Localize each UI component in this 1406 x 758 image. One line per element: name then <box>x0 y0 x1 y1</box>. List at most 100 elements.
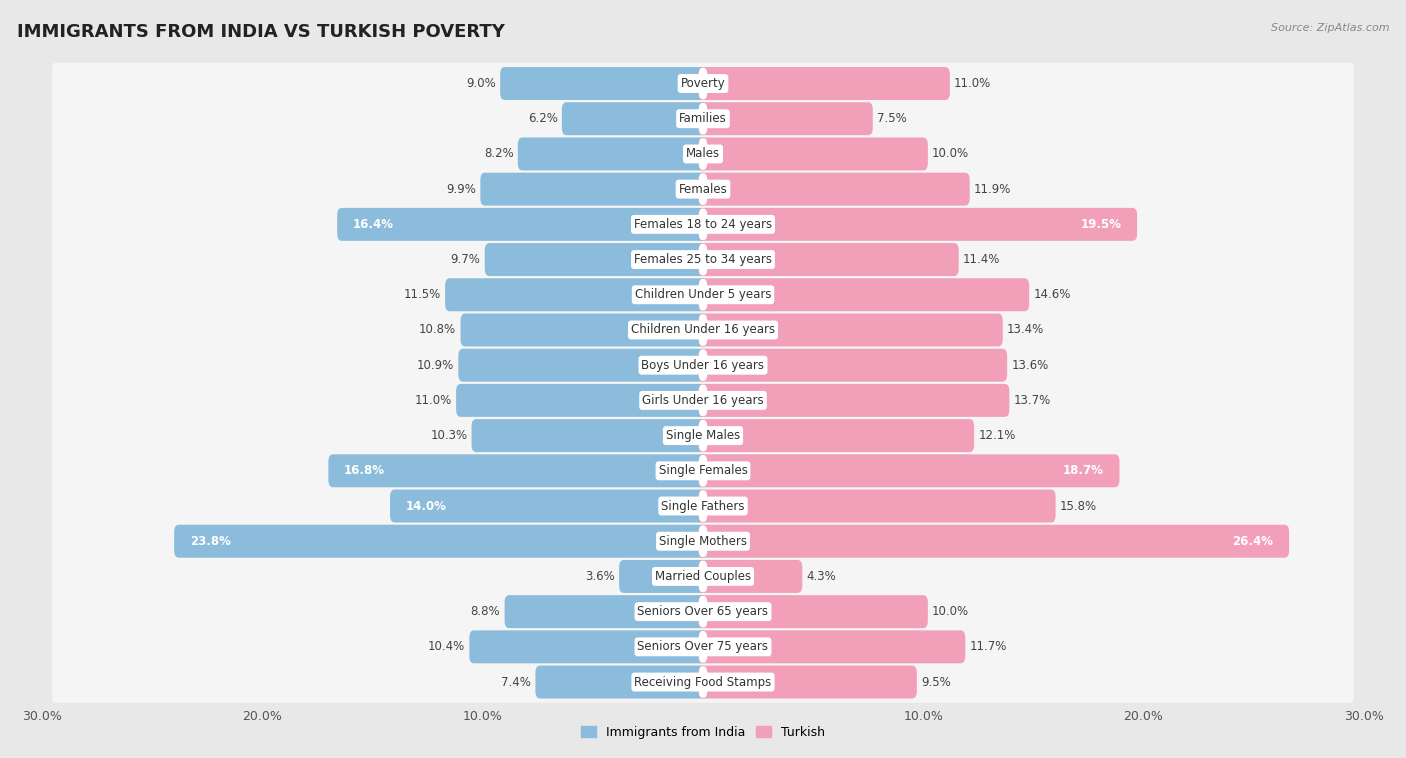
Text: Families: Families <box>679 112 727 125</box>
Text: 12.1%: 12.1% <box>979 429 1015 442</box>
Text: IMMIGRANTS FROM INDIA VS TURKISH POVERTY: IMMIGRANTS FROM INDIA VS TURKISH POVERTY <box>17 23 505 41</box>
Text: 9.7%: 9.7% <box>451 253 481 266</box>
FancyBboxPatch shape <box>699 67 950 100</box>
FancyBboxPatch shape <box>699 595 928 628</box>
FancyBboxPatch shape <box>699 384 707 416</box>
FancyBboxPatch shape <box>699 666 707 698</box>
FancyBboxPatch shape <box>699 560 803 593</box>
FancyBboxPatch shape <box>699 279 707 311</box>
Text: 4.3%: 4.3% <box>807 570 837 583</box>
FancyBboxPatch shape <box>699 137 928 171</box>
FancyBboxPatch shape <box>501 67 707 100</box>
Text: 13.7%: 13.7% <box>1014 394 1050 407</box>
FancyBboxPatch shape <box>699 314 1002 346</box>
FancyBboxPatch shape <box>699 243 959 276</box>
Text: 23.8%: 23.8% <box>190 534 231 548</box>
FancyBboxPatch shape <box>52 450 1354 492</box>
FancyBboxPatch shape <box>699 67 707 99</box>
Text: 11.0%: 11.0% <box>955 77 991 90</box>
FancyBboxPatch shape <box>470 631 707 663</box>
FancyBboxPatch shape <box>52 591 1354 632</box>
FancyBboxPatch shape <box>699 490 707 522</box>
Text: 18.7%: 18.7% <box>1063 465 1104 478</box>
FancyBboxPatch shape <box>699 525 1289 558</box>
FancyBboxPatch shape <box>52 168 1354 210</box>
Text: Males: Males <box>686 148 720 161</box>
FancyBboxPatch shape <box>699 420 707 452</box>
FancyBboxPatch shape <box>699 349 1007 382</box>
Text: 13.4%: 13.4% <box>1007 324 1045 337</box>
Text: 19.5%: 19.5% <box>1081 218 1122 231</box>
FancyBboxPatch shape <box>52 239 1354 280</box>
FancyBboxPatch shape <box>699 455 707 487</box>
FancyBboxPatch shape <box>52 485 1354 527</box>
FancyBboxPatch shape <box>337 208 707 241</box>
FancyBboxPatch shape <box>329 454 707 487</box>
FancyBboxPatch shape <box>699 525 707 557</box>
Text: 11.7%: 11.7% <box>970 641 1007 653</box>
Text: 9.0%: 9.0% <box>467 77 496 90</box>
FancyBboxPatch shape <box>52 344 1354 386</box>
Text: 15.8%: 15.8% <box>1060 500 1097 512</box>
Text: 8.8%: 8.8% <box>471 605 501 618</box>
FancyBboxPatch shape <box>699 631 707 662</box>
FancyBboxPatch shape <box>699 278 1029 312</box>
FancyBboxPatch shape <box>699 419 974 452</box>
Text: 10.3%: 10.3% <box>430 429 467 442</box>
FancyBboxPatch shape <box>52 133 1354 174</box>
FancyBboxPatch shape <box>619 560 707 593</box>
Text: 14.6%: 14.6% <box>1033 288 1071 301</box>
FancyBboxPatch shape <box>699 244 707 275</box>
FancyBboxPatch shape <box>52 274 1354 315</box>
Text: Females: Females <box>679 183 727 196</box>
FancyBboxPatch shape <box>481 173 707 205</box>
Text: 14.0%: 14.0% <box>405 500 447 512</box>
Text: Females 18 to 24 years: Females 18 to 24 years <box>634 218 772 231</box>
FancyBboxPatch shape <box>485 243 707 276</box>
Text: Source: ZipAtlas.com: Source: ZipAtlas.com <box>1271 23 1389 33</box>
Legend: Immigrants from India, Turkish: Immigrants from India, Turkish <box>576 721 830 744</box>
Text: 3.6%: 3.6% <box>585 570 614 583</box>
Text: 11.0%: 11.0% <box>415 394 451 407</box>
Text: Children Under 5 years: Children Under 5 years <box>634 288 772 301</box>
FancyBboxPatch shape <box>505 595 707 628</box>
FancyBboxPatch shape <box>699 384 1010 417</box>
Text: 13.6%: 13.6% <box>1011 359 1049 371</box>
FancyBboxPatch shape <box>52 415 1354 456</box>
Text: Single Fathers: Single Fathers <box>661 500 745 512</box>
FancyBboxPatch shape <box>699 349 707 381</box>
FancyBboxPatch shape <box>174 525 707 558</box>
FancyBboxPatch shape <box>699 596 707 628</box>
Text: 10.4%: 10.4% <box>427 641 465 653</box>
FancyBboxPatch shape <box>699 490 1056 522</box>
Text: 10.0%: 10.0% <box>932 605 969 618</box>
FancyBboxPatch shape <box>446 278 707 312</box>
Text: 10.9%: 10.9% <box>416 359 454 371</box>
FancyBboxPatch shape <box>456 384 707 417</box>
FancyBboxPatch shape <box>699 102 873 135</box>
Text: 10.8%: 10.8% <box>419 324 457 337</box>
FancyBboxPatch shape <box>699 173 970 205</box>
FancyBboxPatch shape <box>699 103 707 135</box>
FancyBboxPatch shape <box>699 666 917 699</box>
FancyBboxPatch shape <box>471 419 707 452</box>
FancyBboxPatch shape <box>562 102 707 135</box>
FancyBboxPatch shape <box>536 666 707 699</box>
FancyBboxPatch shape <box>699 454 1119 487</box>
FancyBboxPatch shape <box>699 208 1137 241</box>
FancyBboxPatch shape <box>458 349 707 382</box>
Text: Boys Under 16 years: Boys Under 16 years <box>641 359 765 371</box>
FancyBboxPatch shape <box>699 314 707 346</box>
Text: Single Females: Single Females <box>658 465 748 478</box>
FancyBboxPatch shape <box>52 204 1354 245</box>
Text: Seniors Over 75 years: Seniors Over 75 years <box>637 641 769 653</box>
Text: 7.4%: 7.4% <box>502 675 531 688</box>
FancyBboxPatch shape <box>699 561 707 592</box>
Text: Married Couples: Married Couples <box>655 570 751 583</box>
Text: Poverty: Poverty <box>681 77 725 90</box>
FancyBboxPatch shape <box>699 208 707 240</box>
FancyBboxPatch shape <box>52 556 1354 597</box>
Text: Children Under 16 years: Children Under 16 years <box>631 324 775 337</box>
Text: Females 25 to 34 years: Females 25 to 34 years <box>634 253 772 266</box>
Text: Single Mothers: Single Mothers <box>659 534 747 548</box>
